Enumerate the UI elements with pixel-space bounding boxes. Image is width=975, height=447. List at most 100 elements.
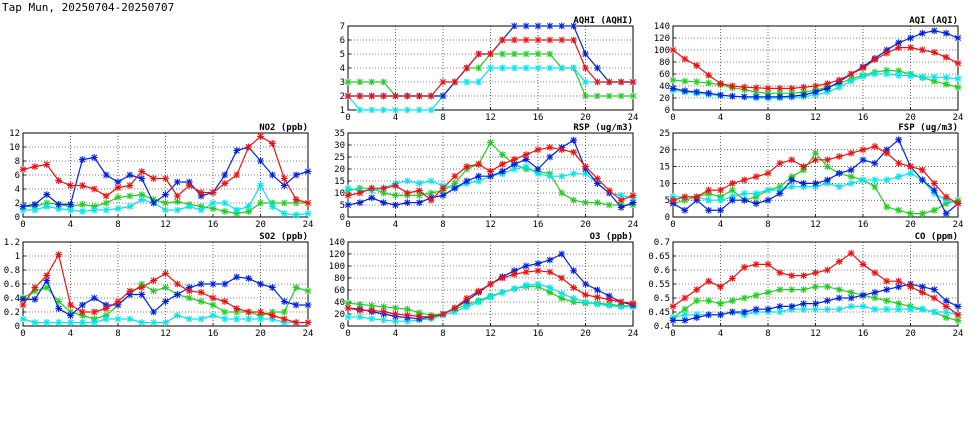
y-tick-label: 4 (15, 185, 20, 195)
data-point (522, 22, 530, 30)
data-point (558, 172, 566, 180)
chart-fsp: 0 4 8 12 16 20 24 0 5 10 15 20 25 FSP (ug/m3) (659, 123, 963, 230)
data-point (392, 310, 399, 318)
x-tick-label: 12 (485, 113, 496, 123)
data-point (114, 178, 122, 186)
data-point (257, 182, 264, 189)
data-point (197, 192, 205, 200)
data-point (392, 304, 399, 312)
data-point (918, 73, 926, 81)
data-point (776, 190, 784, 197)
data-point (788, 272, 796, 279)
data-point (138, 284, 146, 291)
data-point (835, 183, 843, 191)
data-point (847, 249, 855, 257)
data-point (534, 22, 542, 30)
data-point (55, 251, 63, 258)
y-tick-label: 6 (340, 36, 345, 46)
data-point (233, 206, 241, 214)
data-point (918, 166, 926, 174)
data-point (788, 156, 796, 164)
data-point (883, 149, 891, 157)
data-point (705, 186, 713, 194)
data-point (522, 156, 530, 163)
x-tick-label: 16 (533, 113, 544, 123)
data-point (835, 83, 843, 91)
data-point (847, 149, 855, 157)
data-point (510, 64, 518, 72)
x-tick-label: 0 (345, 329, 350, 339)
data-point (209, 294, 217, 302)
data-point (78, 308, 86, 316)
data-point (669, 196, 677, 204)
data-point (895, 136, 903, 144)
data-point (740, 263, 748, 271)
data-point (942, 297, 950, 305)
y-tick-label: 20 (659, 146, 670, 156)
data-point (752, 190, 760, 197)
x-tick-label: 8 (765, 220, 770, 230)
data-point (593, 175, 601, 182)
data-point (344, 78, 352, 86)
data-point (883, 297, 891, 305)
data-point (209, 280, 217, 288)
data-point (102, 199, 110, 207)
data-point (788, 176, 796, 184)
data-point (669, 85, 677, 92)
data-point (280, 298, 288, 305)
data-point (43, 191, 51, 198)
data-point (812, 82, 819, 90)
data-point (209, 205, 217, 212)
data-point (257, 308, 264, 316)
data-point (415, 309, 423, 317)
data-point (570, 64, 578, 72)
data-point (871, 176, 879, 184)
data-point (31, 287, 39, 295)
data-point (522, 163, 530, 170)
data-point (954, 317, 962, 324)
data-point (55, 205, 63, 212)
data-point (463, 64, 471, 72)
data-point (126, 287, 134, 295)
x-tick-label: 16 (858, 220, 869, 230)
data-point (510, 22, 518, 30)
data-point (268, 315, 276, 323)
data-point (871, 305, 879, 313)
data-point (823, 163, 831, 170)
data-point (681, 77, 689, 85)
data-point (78, 301, 86, 309)
data-point (717, 300, 724, 307)
data-point (510, 160, 518, 168)
data-point (764, 89, 772, 97)
data-point (510, 156, 518, 163)
data-point (43, 277, 51, 284)
data-point (907, 169, 914, 177)
data-point (883, 305, 891, 313)
data-point (823, 266, 831, 274)
data-point (368, 315, 376, 323)
data-point (871, 269, 879, 277)
data-point (705, 79, 713, 87)
data-point (292, 284, 300, 291)
data-point (162, 319, 169, 326)
data-point (800, 91, 808, 99)
data-point (510, 267, 518, 275)
x-tick-label: 4 (718, 113, 723, 123)
data-point (629, 192, 637, 199)
data-point (740, 294, 748, 302)
data-point (368, 307, 376, 314)
data-point (403, 177, 411, 185)
data-point (800, 300, 808, 307)
data-point (582, 64, 589, 72)
data-point (558, 36, 566, 44)
data-point (233, 210, 241, 217)
y-tick-label: 2 (340, 92, 345, 102)
data-point (197, 315, 205, 323)
y-tick-label: 5 (340, 201, 345, 211)
data-point (487, 139, 494, 146)
data-point (463, 303, 471, 311)
data-point (221, 199, 229, 207)
data-point (728, 180, 736, 187)
